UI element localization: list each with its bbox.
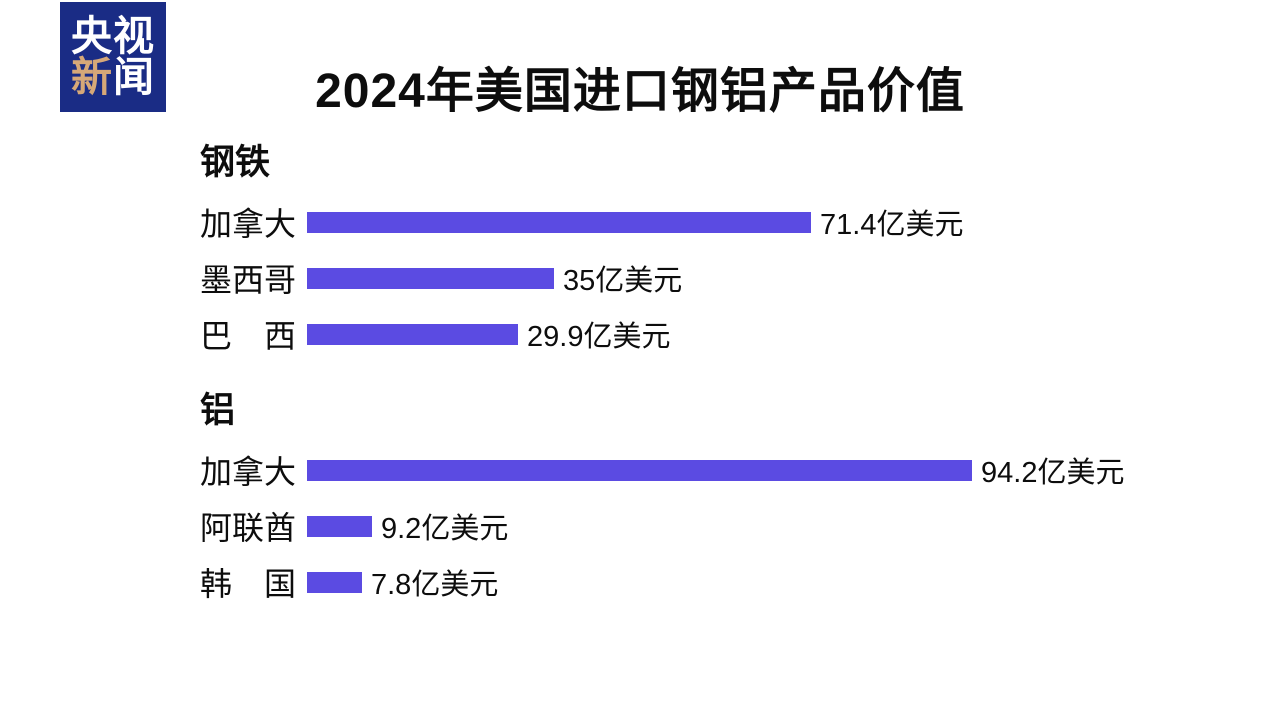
bar-category-label: 阿联酋 — [200, 510, 297, 546]
section-header: 钢铁 — [200, 143, 271, 182]
bar-row: 韩 国 7.8亿美元 — [200, 554, 1240, 610]
bar — [307, 459, 972, 481]
bar-category-label: 巴 西 — [200, 318, 297, 354]
logo-line1: 央视 — [71, 13, 155, 59]
bar-value-label: 9.2亿美元 — [381, 513, 509, 545]
logo-line2-rest: 闻 — [113, 54, 155, 100]
bar-category-label: 加拿大 — [200, 206, 297, 242]
bar-value-label: 35亿美元 — [563, 265, 683, 297]
bar — [307, 571, 362, 593]
chart-title: 2024年美国进口钢铝产品价值 — [315, 65, 965, 118]
section-rows: 加拿大 71.4亿美元墨西哥 35亿美元巴 西 29.9亿美元 — [200, 194, 1240, 362]
bar-row: 巴 西 29.9亿美元 — [200, 306, 1240, 362]
bar-category-label: 韩 国 — [200, 566, 297, 602]
bar-row: 加拿大 94.2亿美元 — [200, 442, 1240, 498]
bar-row: 阿联酋 9.2亿美元 — [200, 498, 1240, 554]
bar-category-label: 加拿大 — [200, 454, 297, 490]
bar — [307, 323, 518, 345]
bar-value-label: 94.2亿美元 — [981, 457, 1125, 489]
logo-line2: 新闻 — [71, 57, 155, 98]
section-rows: 加拿大 94.2亿美元阿联酋 9.2亿美元韩 国 7.8亿美元 — [200, 442, 1240, 610]
bar-row: 加拿大 71.4亿美元 — [200, 194, 1240, 250]
bar-category-label: 墨西哥 — [200, 262, 297, 298]
bar-value-label: 71.4亿美元 — [820, 209, 964, 241]
logo-line2-accent-char: 新 — [71, 54, 113, 100]
bar-value-label: 29.9亿美元 — [527, 321, 671, 353]
cctv-news-logo: 央视 新闻 — [60, 2, 166, 112]
bar-value-label: 7.8亿美元 — [371, 569, 499, 601]
bar — [307, 267, 554, 289]
bar — [307, 515, 372, 537]
chart: 钢铁 加拿大 71.4亿美元 墨西哥 35亿美元巴 西 29.9亿美元铝加拿大 94.2亿美… — [200, 0, 1240, 720]
section-header: 铝 — [200, 391, 236, 430]
bar-row: 墨西哥 35亿美元 — [200, 250, 1240, 306]
bar — [307, 211, 811, 233]
